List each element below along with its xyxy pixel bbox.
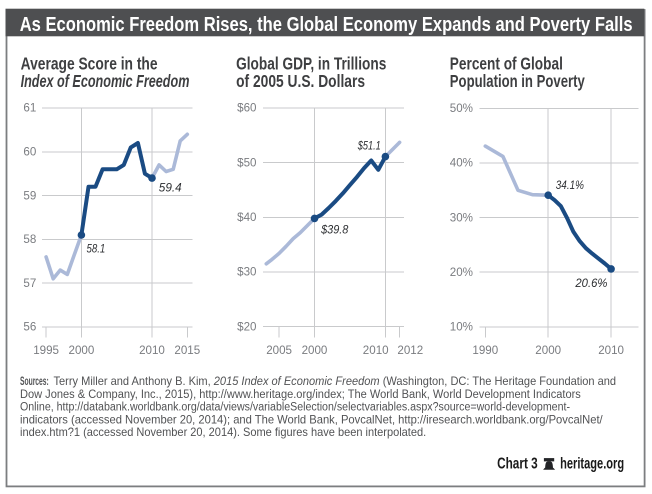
svg-text:2000: 2000 <box>535 344 561 357</box>
svg-text:Online, http://databank.worldb: Online, http://databank.worldbank.org/da… <box>20 401 570 414</box>
svg-text:Index of Economic Freedom: Index of Economic Freedom <box>21 72 190 92</box>
svg-text:58.1: 58.1 <box>87 243 106 256</box>
svg-text:As Economic Freedom Rises, the: As Economic Freedom Rises, the Global Ec… <box>20 12 633 35</box>
svg-text:$39.8: $39.8 <box>320 223 349 237</box>
svg-text:$20: $20 <box>237 320 256 333</box>
svg-text:1995: 1995 <box>33 344 59 357</box>
svg-text:2000: 2000 <box>69 344 95 357</box>
svg-text:20.6%: 20.6% <box>574 275 607 290</box>
svg-text:$60: $60 <box>237 102 256 115</box>
svg-text:2010: 2010 <box>363 344 389 357</box>
svg-text:2005: 2005 <box>266 344 292 357</box>
svg-text:59: 59 <box>23 189 36 202</box>
svg-text:58: 58 <box>23 233 36 246</box>
svg-text:indicators (accessed November: indicators (accessed November 20, 2014);… <box>20 414 603 426</box>
svg-text:2015: 2015 <box>174 344 200 357</box>
svg-text:50%: 50% <box>450 102 473 115</box>
svg-text:Terry Miller and Anthony B. Ki: Terry Miller and Anthony B. Kim, 2015 In… <box>54 376 617 388</box>
svg-text:of 2005 U.S. Dollars: of 2005 U.S. Dollars <box>236 73 365 92</box>
svg-text:Global GDP, in Trillions: Global GDP, in Trillions <box>236 55 386 74</box>
svg-text:2010: 2010 <box>139 344 165 357</box>
svg-text:Sources:: Sources: <box>20 375 49 388</box>
svg-text:56: 56 <box>23 321 36 334</box>
svg-text:30%: 30% <box>450 211 473 224</box>
svg-text:34.1%: 34.1% <box>556 179 584 192</box>
svg-text:61: 61 <box>23 102 36 115</box>
svg-text:10%: 10% <box>450 321 473 334</box>
svg-text:59.4: 59.4 <box>159 180 182 194</box>
svg-text:Average Score in the: Average Score in the <box>21 55 158 74</box>
svg-text:$50: $50 <box>237 156 256 169</box>
svg-text:2012: 2012 <box>397 344 423 357</box>
svg-text:Dow Jones & Company, Inc., 201: Dow Jones & Company, Inc., 2015), http:/… <box>20 389 581 401</box>
svg-text:2010: 2010 <box>598 344 624 357</box>
svg-text:Population in Poverty: Population in Poverty <box>450 72 585 91</box>
svg-text:2000: 2000 <box>302 344 328 357</box>
svg-text:$30: $30 <box>237 266 256 279</box>
svg-text:40%: 40% <box>450 157 473 170</box>
svg-text:$51.1: $51.1 <box>357 139 381 153</box>
svg-text:index.htm?1 (accessed November: index.htm?1 (accessed November 20, 2014)… <box>20 427 426 439</box>
svg-text:1990: 1990 <box>472 344 498 357</box>
svg-text:57: 57 <box>23 277 36 290</box>
svg-text:Percent of Global: Percent of Global <box>450 55 563 74</box>
svg-text:Chart 3: Chart 3 <box>497 455 538 472</box>
svg-text:$40: $40 <box>237 211 256 224</box>
svg-text:20%: 20% <box>450 266 473 279</box>
svg-text:heritage.org: heritage.org <box>560 455 624 472</box>
svg-text:60: 60 <box>23 146 36 159</box>
